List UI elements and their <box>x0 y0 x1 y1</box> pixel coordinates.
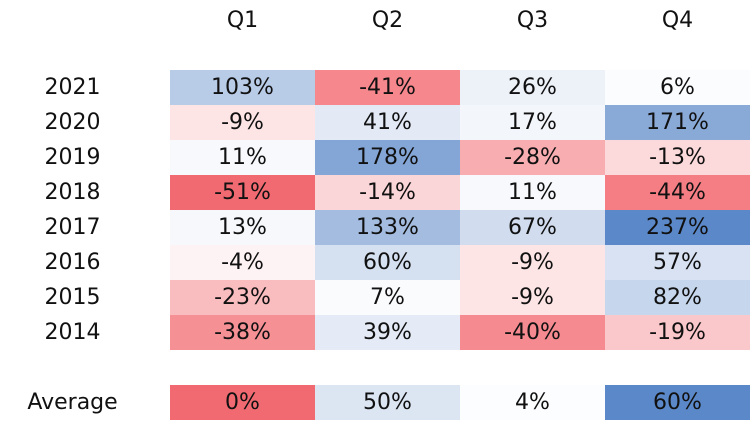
cell-2014-q2: 39% <box>315 315 460 350</box>
column-header-q3: Q3 <box>516 8 549 33</box>
row-label-2016: 2016 <box>44 250 101 275</box>
average-cell-q2: 50% <box>315 385 460 420</box>
cell-2020-q3: 17% <box>460 105 605 140</box>
cell-2016-q4: 57% <box>605 245 750 280</box>
cell-2015-q3: -9% <box>460 280 605 315</box>
row-label-2020: 2020 <box>44 110 101 135</box>
cell-2018-q1: -51% <box>170 175 315 210</box>
cell-2020-q2: 41% <box>315 105 460 140</box>
row-label-2017: 2017 <box>44 215 101 240</box>
average-cell-q4: 60% <box>605 385 750 420</box>
cell-2019-q1: 11% <box>170 140 315 175</box>
cell-2021-q2: -41% <box>315 70 460 105</box>
row-label-2014: 2014 <box>44 320 101 345</box>
cell-2020-q4: 171% <box>605 105 750 140</box>
cell-2020-q1: -9% <box>170 105 315 140</box>
cell-2018-q3: 11% <box>460 175 605 210</box>
cell-2019-q3: -28% <box>460 140 605 175</box>
cell-2017-q2: 133% <box>315 210 460 245</box>
row-label-2019: 2019 <box>44 145 101 170</box>
cell-2019-q4: -13% <box>605 140 750 175</box>
row-label-2021: 2021 <box>44 75 101 100</box>
cell-2018-q4: -44% <box>605 175 750 210</box>
cell-2017-q1: 13% <box>170 210 315 245</box>
row-label-2015: 2015 <box>44 285 101 310</box>
cell-2015-q4: 82% <box>605 280 750 315</box>
column-header-q1: Q1 <box>226 8 259 33</box>
cell-2021-q4: 6% <box>605 70 750 105</box>
row-label-average: Average <box>27 390 118 415</box>
average-cell-q3: 4% <box>460 385 605 420</box>
cell-2021-q3: 26% <box>460 70 605 105</box>
cell-2017-q4: 237% <box>605 210 750 245</box>
cell-2017-q3: 67% <box>460 210 605 245</box>
column-header-q4: Q4 <box>661 8 694 33</box>
cell-2014-q1: -38% <box>170 315 315 350</box>
average-cell-q1: 0% <box>170 385 315 420</box>
cell-2016-q3: -9% <box>460 245 605 280</box>
cell-2014-q3: -40% <box>460 315 605 350</box>
cell-2015-q1: -23% <box>170 280 315 315</box>
cell-2015-q2: 7% <box>315 280 460 315</box>
cell-2014-q4: -19% <box>605 315 750 350</box>
cell-2021-q1: 103% <box>170 70 315 105</box>
cell-2019-q2: 178% <box>315 140 460 175</box>
cell-2016-q2: 60% <box>315 245 460 280</box>
column-header-q2: Q2 <box>371 8 404 33</box>
cell-2018-q2: -14% <box>315 175 460 210</box>
cell-2016-q1: -4% <box>170 245 315 280</box>
row-label-2018: 2018 <box>44 180 101 205</box>
